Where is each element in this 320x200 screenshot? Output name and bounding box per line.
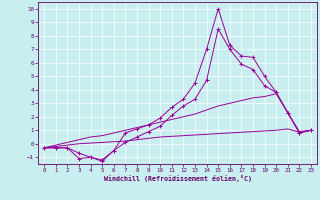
X-axis label: Windchill (Refroidissement éolien,°C): Windchill (Refroidissement éolien,°C) [104, 175, 252, 182]
